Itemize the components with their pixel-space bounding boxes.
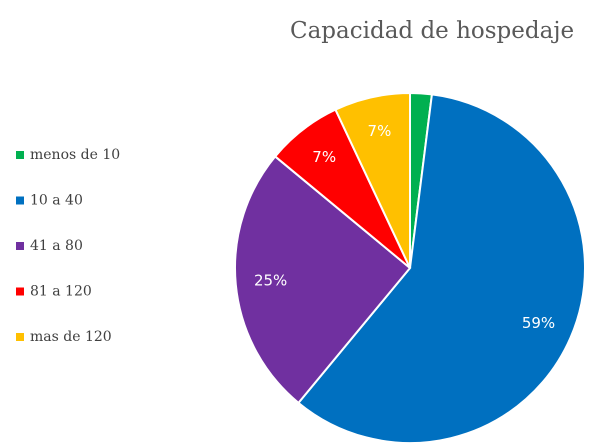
legend-swatch bbox=[16, 151, 24, 159]
pie-slice bbox=[234, 155, 412, 405]
data-label: 59% bbox=[522, 314, 555, 332]
legend-swatch bbox=[16, 196, 24, 205]
legend-label: 10 a 40 bbox=[30, 193, 83, 209]
legend-swatch bbox=[16, 333, 24, 341]
legend-swatch bbox=[16, 242, 24, 250]
legend-label: 81 a 120 bbox=[30, 284, 92, 300]
legend-swatch bbox=[16, 287, 24, 296]
legend-label: mas de 120 bbox=[30, 329, 112, 345]
chart-title: Capacidad de hospedaje bbox=[290, 18, 574, 44]
data-label: 7% bbox=[368, 122, 392, 140]
legend-label: menos de 10 bbox=[30, 147, 120, 163]
pie-slice bbox=[334, 91, 411, 269]
data-label: 25% bbox=[254, 272, 287, 290]
pie-slice bbox=[297, 93, 586, 443]
legend-label: 41 a 80 bbox=[30, 238, 83, 254]
data-label: 7% bbox=[312, 148, 336, 166]
